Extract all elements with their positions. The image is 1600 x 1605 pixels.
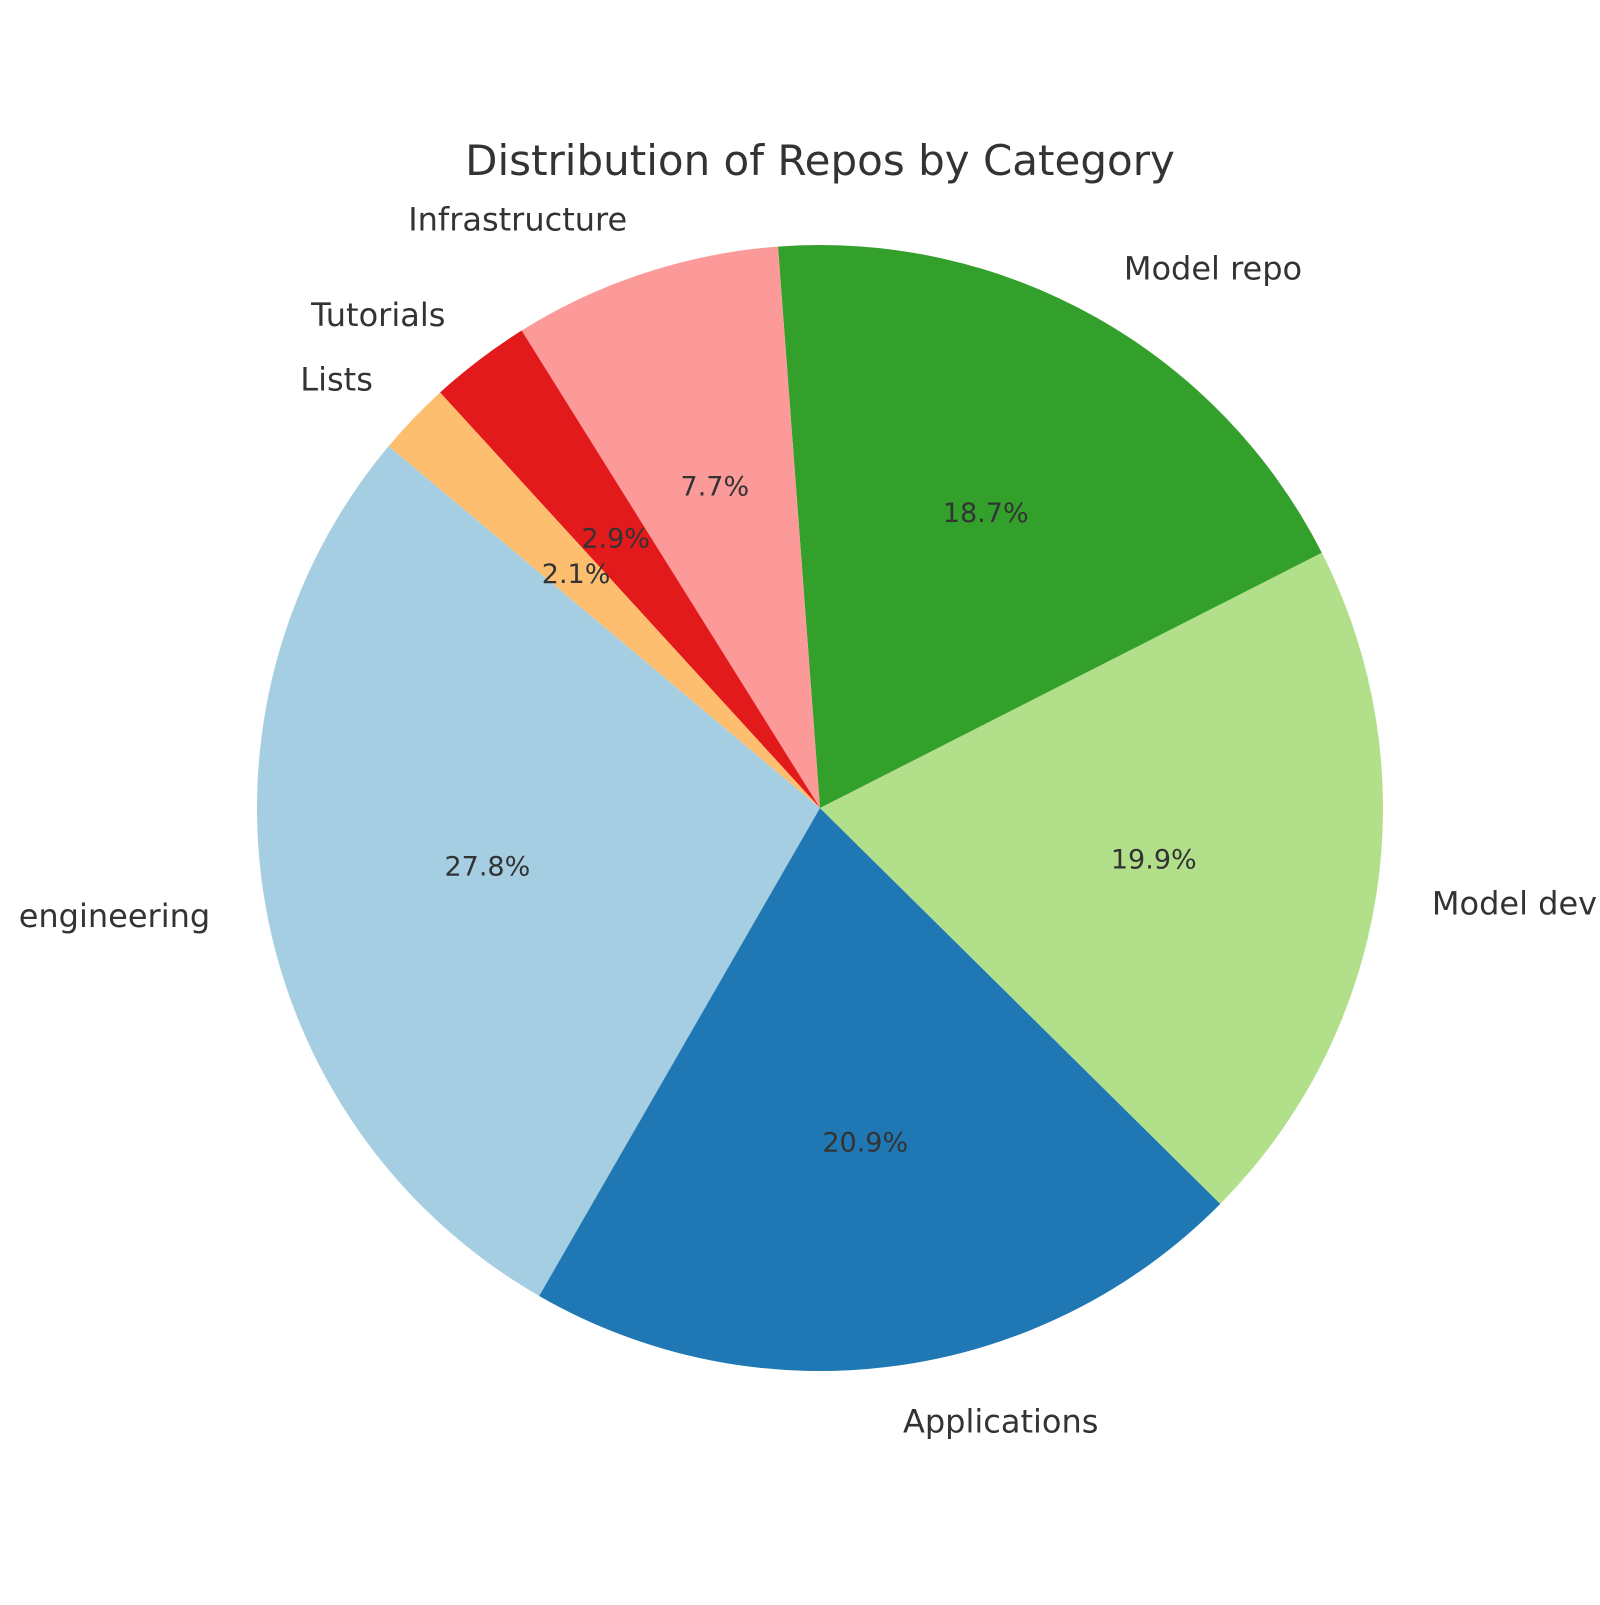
- pie-category-label: engineering: [19, 897, 210, 935]
- pie-category-label: Lists: [300, 361, 373, 399]
- pie-category-label: Infrastructure: [408, 200, 627, 238]
- pie-percent-labels: 27.8% 20.9% 19.9% 18.7% 7.7% 2.9% 2.1%: [444, 471, 1196, 1158]
- pie-percent-label: 27.8%: [444, 851, 530, 882]
- pie-category-label: Applications: [903, 1403, 1098, 1441]
- pie-slice-model-dev: [820, 552, 1383, 1204]
- pie-slice-lists: [388, 392, 820, 808]
- pie-percent-label: 2.9%: [581, 524, 650, 555]
- pie-category-label: Tutorials: [310, 296, 445, 334]
- pie-percent-label: 7.7%: [681, 471, 750, 502]
- pie-slice-tutorials: [440, 330, 820, 808]
- pie-slice-model-repo: [777, 244, 1322, 809]
- pie-percent-label: 18.7%: [943, 498, 1029, 529]
- pie-category-label: Model repo: [1124, 249, 1302, 287]
- pie-category-labels: engineering Applications Model dev Model re…: [19, 200, 1597, 1440]
- pie-percent-label: 2.1%: [542, 559, 611, 590]
- pie-percent-label: 19.9%: [1111, 845, 1197, 876]
- pie-slice-applications: [539, 808, 1221, 1371]
- pie-slice-infrastructure: [521, 246, 820, 808]
- pie-slice-engineering: [257, 446, 820, 1296]
- pie-category-label: Model dev: [1432, 884, 1597, 922]
- chart-title: Distribution of Repos by Category: [465, 136, 1175, 185]
- pie-percent-label: 20.9%: [822, 1127, 908, 1158]
- pie-slices: [257, 244, 1383, 1371]
